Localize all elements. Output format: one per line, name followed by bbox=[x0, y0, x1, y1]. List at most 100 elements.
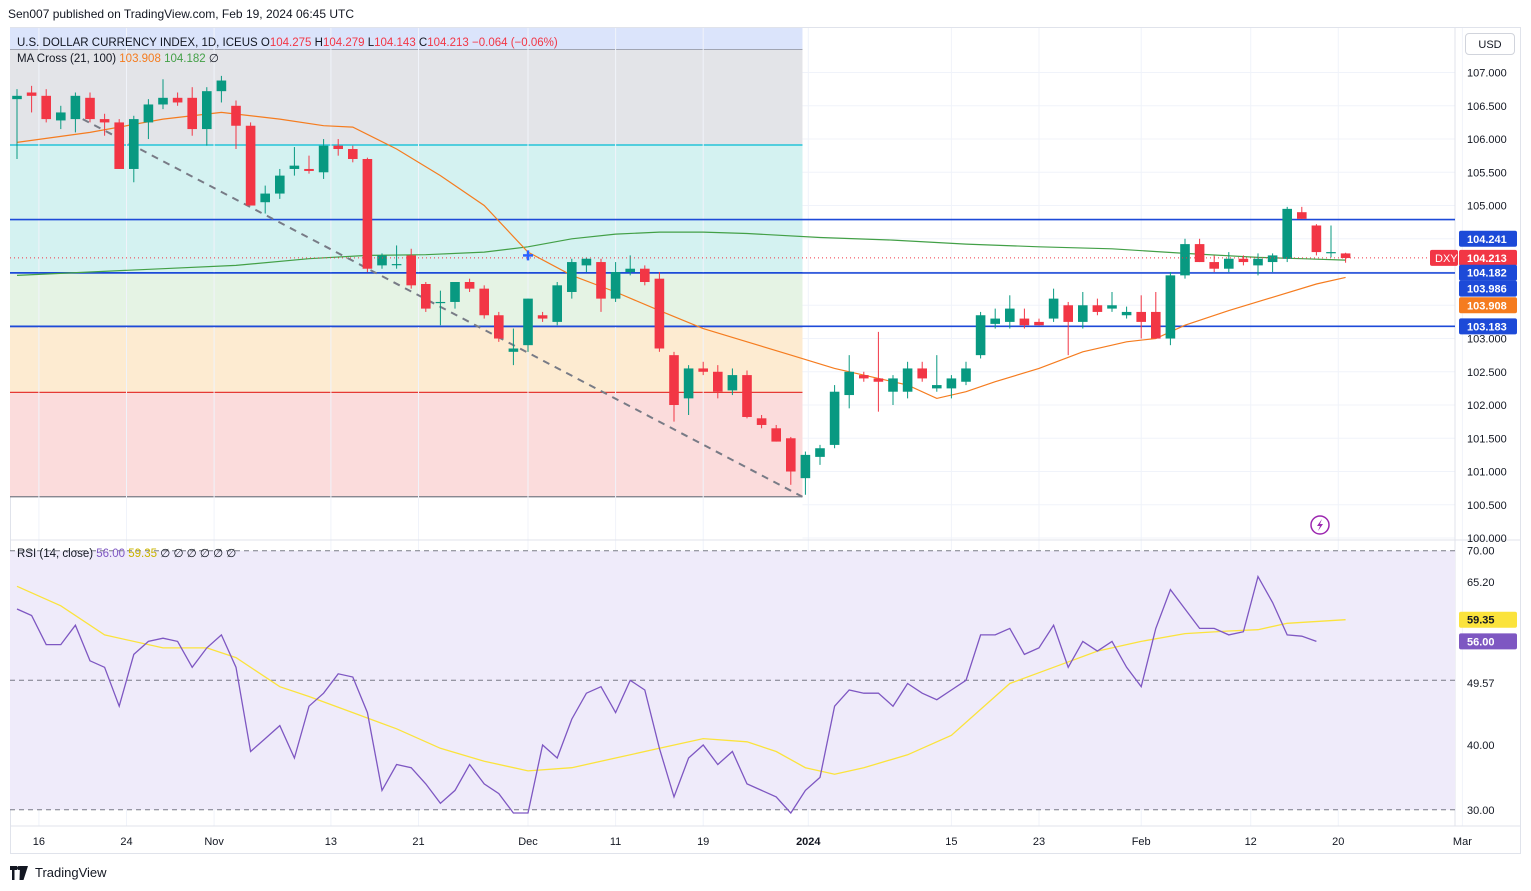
candle-body bbox=[946, 378, 957, 389]
candle-body bbox=[1238, 258, 1249, 263]
symbol-tag: DXY bbox=[1435, 253, 1458, 265]
candle bbox=[932, 355, 942, 392]
candle-body bbox=[12, 95, 22, 100]
candle-body bbox=[391, 264, 402, 266]
candle-body bbox=[435, 301, 446, 304]
low-label: L bbox=[367, 37, 375, 49]
candle bbox=[406, 248, 416, 289]
price-label: 104.182 bbox=[1467, 268, 1507, 280]
candle-body bbox=[231, 105, 241, 126]
candle bbox=[479, 285, 489, 319]
candle bbox=[114, 119, 124, 169]
price-label: 104.213 bbox=[1467, 253, 1507, 265]
time-tick-label: 2024 bbox=[796, 836, 821, 848]
candle bbox=[70, 92, 81, 133]
candle bbox=[158, 79, 168, 110]
fib-band bbox=[10, 392, 803, 497]
candle-body bbox=[421, 284, 431, 309]
candle-body bbox=[70, 95, 81, 120]
candle-body bbox=[1063, 305, 1073, 322]
candle bbox=[625, 255, 635, 276]
ma-extra-value: ∅ bbox=[208, 53, 219, 65]
candle bbox=[888, 375, 898, 406]
candle bbox=[786, 436, 796, 485]
candle bbox=[1253, 253, 1263, 276]
price-tick-label: 106.000 bbox=[1467, 134, 1507, 146]
candle-body bbox=[742, 375, 752, 417]
tradingview-footer: TradingView bbox=[8, 865, 107, 880]
candle bbox=[260, 185, 270, 214]
candle bbox=[771, 424, 781, 442]
candle bbox=[537, 311, 548, 322]
footer-brand: TradingView bbox=[35, 865, 107, 880]
candle bbox=[1019, 308, 1030, 329]
publisher-caption: Sen007 published on TradingView.com, Feb… bbox=[8, 7, 355, 21]
candle-body bbox=[756, 418, 767, 425]
price-tick-label: 102.500 bbox=[1467, 367, 1507, 379]
candle bbox=[523, 298, 533, 352]
candle-body bbox=[289, 165, 300, 169]
price-tick-label: 100.500 bbox=[1467, 500, 1507, 512]
candle-body bbox=[888, 378, 898, 392]
close-label: C bbox=[418, 37, 428, 49]
time-tick-label: 13 bbox=[325, 836, 337, 848]
candle-body bbox=[1136, 311, 1146, 322]
candle-body bbox=[640, 268, 650, 283]
change-value: −0.064 (−0.06%) bbox=[472, 37, 558, 49]
candle-body bbox=[596, 262, 606, 299]
trend-line[interactable] bbox=[82, 118, 803, 498]
price-label: 103.183 bbox=[1467, 321, 1507, 333]
candle bbox=[946, 375, 957, 399]
lightning-icon bbox=[1317, 519, 1323, 531]
candle bbox=[800, 451, 811, 495]
ma-slow-line bbox=[16, 231, 1346, 276]
time-tick-label: 24 bbox=[120, 836, 132, 848]
candle-body bbox=[464, 282, 475, 289]
lightning-icon-ring bbox=[1310, 515, 1330, 535]
horizontal-levels[interactable] bbox=[10, 218, 1455, 328]
candle bbox=[421, 282, 431, 312]
candle-body bbox=[172, 97, 183, 103]
candle bbox=[640, 265, 650, 286]
candle-body bbox=[260, 193, 270, 203]
candle-body bbox=[129, 119, 139, 169]
price-label-bg bbox=[1459, 297, 1517, 314]
candle-body bbox=[859, 375, 869, 379]
time-tick-label: Nov bbox=[204, 836, 224, 848]
time-axis[interactable]: 16 24 Nov 13 21 Dec 11 19 2024 15 23 Feb 12 20 Mar bbox=[33, 836, 1472, 848]
rsi-ma-value: 59.35 bbox=[128, 548, 158, 560]
price-label-bg bbox=[1459, 230, 1517, 247]
rsi-label[interactable]: RSI (14, close) bbox=[17, 548, 94, 560]
time-tick-label: Mar bbox=[1453, 836, 1472, 848]
rsi-ma-line bbox=[16, 585, 1346, 775]
price-tick-label: 106.500 bbox=[1467, 101, 1507, 113]
candle bbox=[187, 87, 197, 136]
fib-band bbox=[10, 272, 803, 327]
candle bbox=[99, 113, 110, 136]
rsi-tick-label: 40.00 bbox=[1467, 740, 1495, 752]
candle bbox=[202, 87, 212, 146]
rsi-tick-label: 70.00 bbox=[1467, 546, 1495, 558]
ma-cross-lines bbox=[16, 111, 1346, 400]
candle-body bbox=[1180, 244, 1190, 276]
candle-body bbox=[727, 375, 738, 391]
ma-cross-label[interactable]: MA Cross (21, 100) bbox=[17, 53, 117, 65]
candle bbox=[85, 92, 95, 123]
fibonacci-retracement[interactable] bbox=[10, 28, 803, 498]
legend-highlight bbox=[10, 28, 803, 50]
candle bbox=[1005, 295, 1015, 329]
price-label-bg bbox=[1459, 280, 1517, 297]
candle bbox=[756, 414, 767, 429]
candlestick-series bbox=[12, 75, 1351, 495]
currency-button[interactable]: USD bbox=[1465, 33, 1515, 55]
candle bbox=[669, 351, 679, 422]
candle bbox=[450, 282, 460, 309]
candle-body bbox=[187, 97, 197, 130]
rsi-axis[interactable]: 70.00 65.20 49.57 40.00 30.00 59.35 56.00 bbox=[1459, 546, 1517, 817]
candle bbox=[567, 258, 577, 299]
candle-body bbox=[537, 315, 548, 319]
candle bbox=[1180, 238, 1190, 279]
candle bbox=[742, 370, 752, 419]
candle-body bbox=[1151, 311, 1161, 339]
